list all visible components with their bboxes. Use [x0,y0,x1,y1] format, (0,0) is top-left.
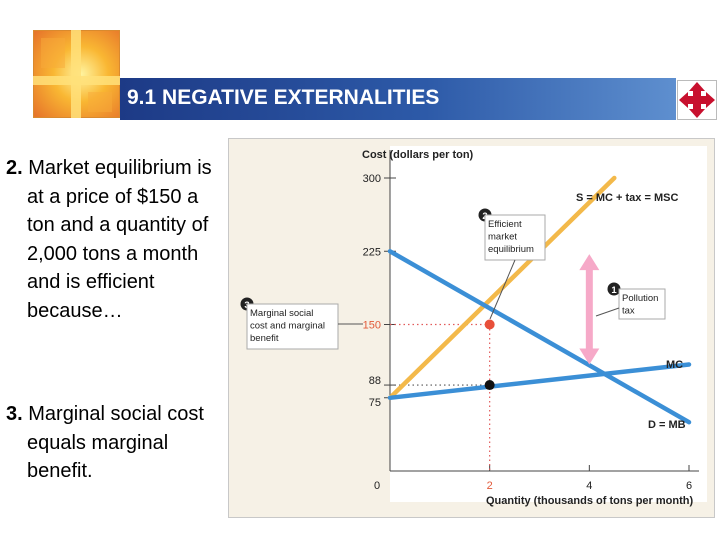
series-label-msc: S = MC + tax = MSC [576,192,678,204]
annotation-2-line: Efficient [488,219,522,230]
x-tick-label: 4 [586,480,592,492]
four-way-arrows-icon [677,80,717,120]
logo [33,30,120,118]
annotation-3-line: Marginal social [250,308,313,319]
series-label-mb: D = MB [648,419,686,431]
tax-arrow-head-up [579,254,600,271]
point-2-body: Market equilibrium is at a price of $150… [22,157,212,322]
annotation-2-box [484,214,546,261]
point-3-number: 3. [6,403,23,425]
annotation-3-line: cost and marginal [250,321,325,332]
series-line-2 [387,249,692,425]
plot-area [390,146,707,502]
point-2-number: 2. [6,157,23,179]
page-title: 9.1 NEGATIVE EXTERNALITIES [127,86,440,109]
tax-arrow-head-down [579,348,600,365]
point-2-text: 2. Market equilibrium is at a price of $… [6,154,226,325]
annotation-2-line: market [488,232,517,243]
series-line-1 [387,362,692,401]
annotation-2-line: equilibrium [488,244,534,255]
x-axis-label: Quantity (thousands of tons per month) [486,495,693,507]
equilibrium-point-1 [484,380,495,391]
y-tick-label: 150 [363,320,381,332]
externality-chart: Cost (dollars per ton) Quantity (thousand… [228,138,715,518]
y-tick-label: 88 [369,375,381,387]
annotation-1-badge [607,282,621,296]
series-label-mc: MC [666,359,683,371]
annotation-1-box [618,288,666,320]
chart-svg: Cost (dollars per ton) Quantity (thousand… [228,138,715,518]
annotation-2-leader [489,259,516,320]
annotation-1-line: tax [622,306,635,317]
point-3-text: 3. Marginal social cost equals marginal … [6,400,226,486]
header-bar [120,78,676,120]
equilibrium-point-0 [484,319,495,330]
annotation-1-line: Pollution [622,293,658,304]
annotation-3-box [246,303,339,350]
annotation-3-line: benefit [250,333,279,344]
y-tick-label: 225 [363,246,381,258]
annotation-1-number: 1 [611,285,617,296]
navigation-button[interactable] [677,80,717,120]
x-tick-label: 6 [686,480,692,492]
series-line-0 [387,175,617,401]
y-tick-label: 300 [363,173,381,185]
point-3-body: Marginal social cost equals marginal ben… [22,403,204,482]
origin-label: 0 [374,480,380,492]
y-tick-label: 75 [369,397,381,409]
window-cross-logo-icon [33,30,120,118]
x-tick-label: 2 [487,480,493,492]
annotation-1-leader [595,307,620,317]
y-axis-label: Cost (dollars per ton) [362,149,474,161]
